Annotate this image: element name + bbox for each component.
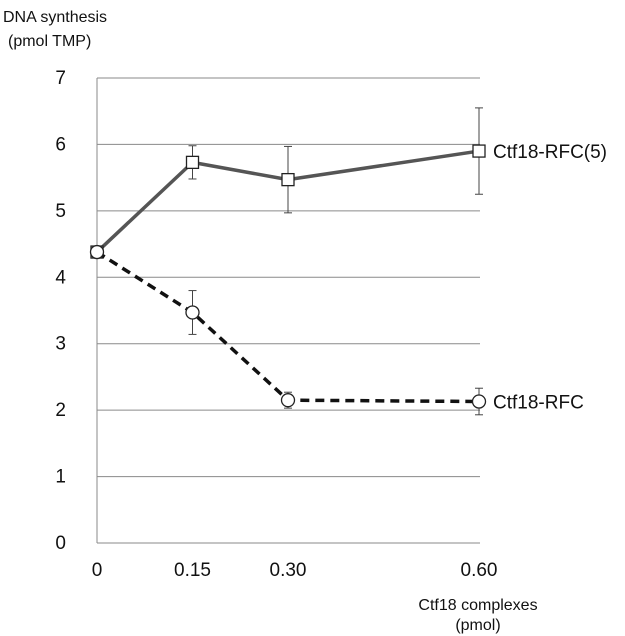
- series-label: Ctf18-RFC: [493, 393, 584, 414]
- data-point-circle: [471, 394, 487, 409]
- x-axis-title-line2: (pmol): [455, 617, 500, 634]
- data-point-square: [185, 155, 200, 170]
- series-ctf18-rfc5: Ctf18-RFC(5): [90, 107, 607, 259]
- y-tick-label: 3: [55, 334, 66, 355]
- data-point-square: [281, 172, 295, 187]
- series-line: [96, 250, 480, 404]
- y-axis-title-line1: DNA synthesis: [3, 9, 107, 26]
- y-tick-label: 6: [55, 134, 66, 155]
- x-tick-label: 0: [92, 560, 103, 581]
- y-tick-label: 0: [55, 533, 66, 554]
- y-tick-label: 1: [55, 467, 66, 488]
- y-tick-label: 5: [55, 201, 66, 222]
- x-tick-label: 0.15: [174, 560, 211, 581]
- y-tick-label: 2: [55, 400, 66, 421]
- data-point-square: [472, 144, 486, 158]
- y-axis-ticks: 0 1 2 3 4 5 6 7: [55, 68, 66, 554]
- x-tick-label: 0.30: [270, 560, 307, 581]
- x-tick-label: 0.60: [461, 560, 498, 581]
- y-tick-label: 4: [55, 267, 66, 288]
- series-ctf18-rfc: Ctf18-RFC: [89, 244, 584, 416]
- series-group: Ctf18-RFC(5) Ctf18-RFC: [89, 107, 607, 416]
- data-point-circle: [280, 393, 296, 408]
- data-point-circle: [185, 305, 200, 320]
- x-axis-ticks: 0 0.15 0.30 0.60: [92, 560, 498, 581]
- y-tick-label: 7: [55, 68, 66, 89]
- series-line: [95, 149, 480, 254]
- x-axis-title-line1: Ctf18 complexes: [418, 597, 537, 614]
- series-label: Ctf18-RFC(5): [493, 142, 607, 163]
- y-axis-title-line2: (pmol TMP): [8, 33, 91, 50]
- data-point-circle: [89, 244, 105, 260]
